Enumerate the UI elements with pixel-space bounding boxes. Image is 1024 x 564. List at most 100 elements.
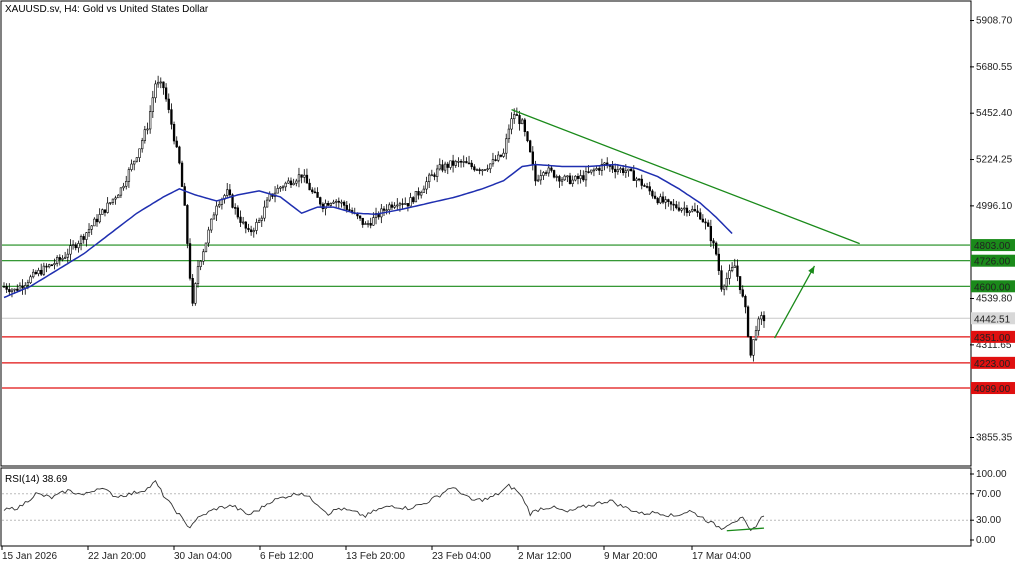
candle-body	[584, 171, 588, 181]
candle-body	[478, 169, 481, 172]
candle-body	[669, 201, 673, 205]
level-label: 4726.00	[974, 257, 1011, 268]
level-label-box	[971, 382, 1015, 395]
candle-body	[183, 186, 186, 206]
candle-body	[481, 169, 484, 172]
candle-body	[491, 159, 495, 165]
candle-body	[518, 115, 521, 125]
candle-body	[552, 170, 556, 178]
candle-body	[730, 267, 734, 271]
candle-body	[736, 265, 739, 277]
level-label: 4099.00	[974, 384, 1011, 395]
candle-body	[48, 264, 51, 268]
level-label-box	[971, 356, 1015, 369]
candle-body	[441, 164, 444, 171]
rsi-tick-label: 100.00	[976, 469, 1007, 480]
candle-body	[119, 187, 123, 196]
candle-body	[79, 236, 83, 244]
candle-body	[693, 209, 697, 212]
candle-body	[483, 169, 487, 171]
candle-body	[661, 196, 665, 203]
candle-body	[5, 286, 8, 290]
candle-body	[191, 278, 194, 304]
candle-body	[550, 167, 553, 171]
current-price-label: 4442.51	[974, 314, 1011, 325]
candle-body	[366, 223, 370, 225]
candle-body	[358, 215, 362, 219]
candle-body	[467, 162, 471, 165]
candle-body	[382, 208, 386, 211]
candle-body	[465, 161, 468, 164]
candle-body	[667, 199, 670, 202]
candle-body	[71, 244, 75, 246]
rsi-divergence-line	[726, 527, 765, 532]
candle-body	[263, 206, 266, 219]
candle-body	[600, 163, 604, 171]
candle-body	[37, 269, 40, 275]
level-label: 4351.00	[974, 333, 1011, 344]
candle-body	[335, 200, 338, 203]
candle-body	[621, 168, 625, 174]
horizontal-levels: 4803.00 4726.00 4600.00 4351.00 4223.00 4099.…	[2, 239, 1015, 395]
level-label-box	[971, 330, 1015, 343]
candle-body	[422, 188, 426, 193]
rsi-y-axis: 100.00 70.00 30.00 0.00	[970, 469, 1007, 546]
candle-body	[276, 188, 279, 194]
candle-body	[332, 201, 335, 204]
candle-body	[143, 129, 147, 141]
candle-body	[590, 169, 593, 173]
candle-body	[521, 119, 524, 125]
candle-body	[414, 191, 418, 203]
level-label-box	[971, 254, 1015, 267]
candle-body	[337, 200, 340, 203]
candle-body	[284, 182, 287, 188]
candle-body	[180, 162, 184, 187]
candle-body	[664, 199, 667, 203]
trendline	[511, 109, 860, 245]
candle-body	[117, 194, 120, 199]
candle-body	[319, 197, 322, 205]
candle-body	[462, 161, 465, 163]
candle-body	[717, 253, 720, 271]
candle-body	[204, 242, 208, 253]
candle-body	[457, 160, 460, 163]
candle-body	[614, 168, 617, 173]
x-tick-label: 17 Mar 04:00	[692, 551, 751, 562]
candle-body	[417, 191, 420, 196]
candle-body	[568, 175, 572, 184]
candle-body	[196, 266, 200, 284]
candle-body	[348, 209, 351, 211]
candle-body	[507, 128, 511, 140]
x-tick-label: 22 Jan 20:00	[88, 551, 146, 562]
x-tick-label: 9 Mar 20:00	[604, 551, 658, 562]
candle-body	[539, 175, 542, 181]
candle-body	[494, 159, 497, 161]
price-tick-label: 5680.55	[976, 62, 1013, 73]
candle-body	[412, 197, 415, 203]
candle-body	[451, 160, 455, 166]
candle-body	[404, 203, 407, 205]
candle-body	[109, 202, 112, 204]
candle-body	[409, 197, 412, 207]
candle-body	[244, 221, 247, 229]
candle-body	[151, 97, 154, 112]
candle-body	[696, 210, 699, 213]
candle-body	[324, 202, 327, 209]
candle-body	[188, 243, 192, 279]
level-label: 4803.00	[974, 241, 1011, 252]
candle-body	[106, 202, 109, 213]
candle-body	[691, 209, 694, 212]
level-label: 4223.00	[974, 359, 1011, 370]
candle-body	[50, 264, 53, 267]
candle-body	[619, 168, 622, 171]
candle-body	[704, 221, 707, 224]
candle-body	[303, 174, 306, 178]
candle-body	[77, 243, 80, 249]
candle-body	[58, 257, 61, 260]
candle-body	[69, 245, 72, 255]
candle-body	[388, 204, 391, 211]
candle-body	[295, 180, 298, 184]
candle-body	[438, 164, 441, 170]
candle-body	[199, 260, 202, 267]
rsi-line	[3, 479, 765, 532]
